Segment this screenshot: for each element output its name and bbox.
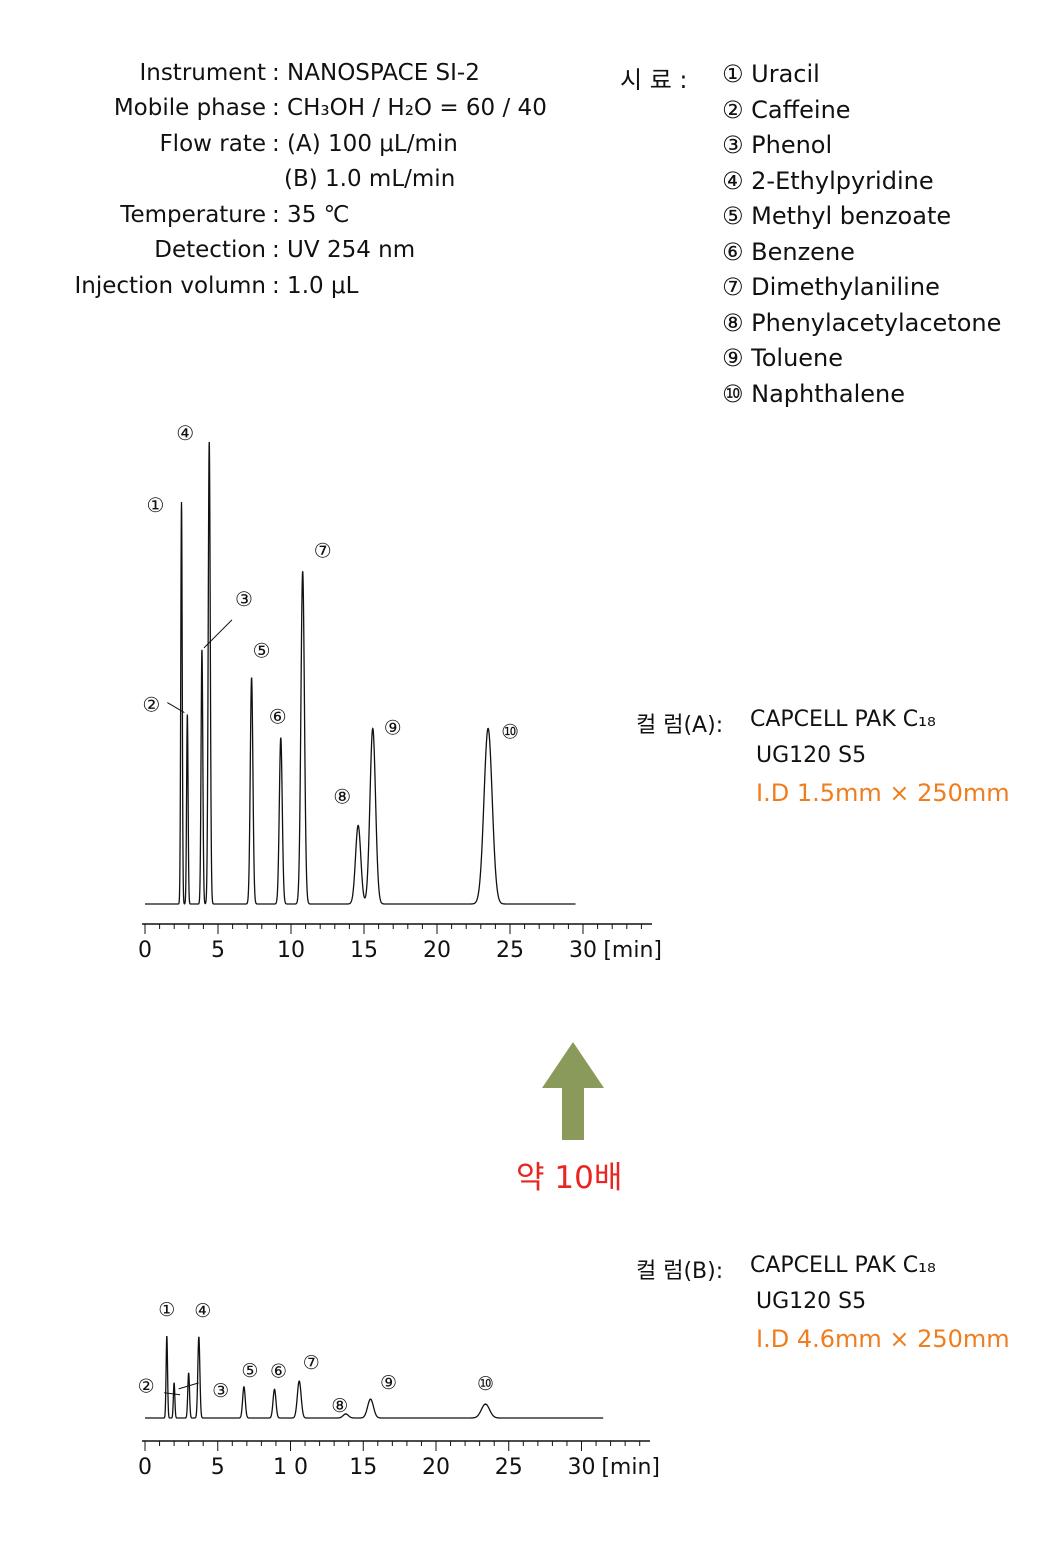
chromatogram-trace [145,441,576,905]
sample-item: ⑧ Phenylacetylacetone [722,309,1002,337]
condition-row: Mobile phase : CH₃OH / H₂O = 60 / 40 [0,95,580,127]
condition-value: (B) 1.0 mL/min [284,166,456,192]
peak-label-3: ③ [235,587,253,611]
condition-label: Detection [154,237,266,263]
chromatogram-trace [145,1335,604,1419]
peak-label-7: ⑦ [314,538,332,562]
x-tick-label: 5 [211,1455,225,1480]
peak-label-6: ⑥ [269,705,287,729]
column-b-name: CAPCELL PAK C₁₈ [750,1253,936,1278]
sample-item: ⑦ Dimethylaniline [722,273,940,301]
condition-value: : CH₃OH / H₂O = 60 / 40 [272,95,547,121]
peak-label-5: ⑤ [253,639,271,663]
condition-value: : UV 254 nm [272,237,416,263]
x-tick-label: 25 [496,938,524,963]
condition-value: : 35 ℃ [272,202,350,228]
chromatogram-a-trace-layer [145,441,576,905]
x-tick-label: 0 [138,1455,152,1480]
column-a-label: 컬 럼(A): [636,713,724,738]
peak-label-2: ② [138,1376,155,1398]
sample-item: ② Caffeine [722,96,851,124]
condition-label: Temperature [120,202,266,228]
up-arrow-icon [542,1042,604,1140]
x-tick-label: 15 [350,938,378,963]
peak-label-1: ① [158,1299,175,1321]
condition-label: Mobile phase [113,95,266,121]
peak-label-4: ④ [194,1300,211,1322]
samples-header: 시 료 : [620,66,688,94]
sample-item: ③ Phenol [722,131,833,159]
x-tick-label: 15 [349,1455,377,1480]
peak-label-7: ⑦ [303,1352,320,1374]
chromatogram-b-peak-labels: ① ② ③ ④ ⑤ ⑥ ⑦⑧ ⑨ ⑩ [138,1299,494,1417]
sample-item: ⑥ Benzene [722,238,855,266]
peak-leader-3 [203,619,233,649]
condition-row: Detection : UV 254 nm [0,237,580,269]
peak-label-9: ⑨ [380,1372,397,1394]
sample-item: ⑤ Methyl benzoate [722,202,952,230]
chromatogram-b-trace-layer [145,1335,604,1419]
condition-row: Temperature : 35 ℃ [0,202,580,234]
x-tick-label: 1 0 [273,1455,308,1480]
sample-item: ① Uracil [722,60,820,88]
column-a-grade: UG120 S5 [756,743,867,768]
scale-note: 약 10배 [516,1160,623,1196]
peak-label-1: ① [147,493,165,517]
condition-label: Injection volumn [74,273,266,299]
peak-label-4: ④ [176,421,194,445]
chromatogram-a-peak-labels: ① ② ③ ④ ⑤ ⑥ ⑦ ⑧ ⑨ ⑩ [142,421,519,808]
chromatogram-a: 0 5 10 15 20 25 30 [min] ① ② ③ ④ ⑤ ⑥ ⑦ ⑧ ⑨ ⑩ [138,421,662,963]
condition-row: Flow rate : (A) 100 μL/min [0,131,580,163]
condition-label: Instrument [139,60,266,86]
x-tick-label: 0 [138,938,152,963]
peak-leader-2 [164,1392,181,1396]
sample-item: ⑨ Toluene [722,344,844,372]
x-tick-label: 30 [568,1455,596,1480]
column-b-block: 컬 럼(B): CAPCELL PAK C₁₈ UG120 S5 I.D 4.6… [636,1253,1056,1363]
peak-label-5: ⑤ [241,1360,258,1382]
peak-label-9: ⑨ [384,715,402,739]
condition-row: Instrument : NANOSPACE SI-2 [0,60,580,92]
peak-label-10: ⑩ [477,1373,494,1395]
peak-label-6: ⑥ [270,1360,287,1382]
x-tick-label: 20 [422,1455,450,1480]
condition-label: Flow rate [159,131,266,157]
peak-leader-2 [167,702,185,714]
peak-label-2: ② [142,693,160,717]
condition-row: Injection volumn : 1.0 μL [0,273,580,305]
condition-row: (B) 1.0 mL/min [0,166,580,198]
column-a-block: 컬 럼(A): CAPCELL PAK C₁₈ UG120 S5 I.D 1.5… [636,707,1056,817]
column-b-dimension: I.D 4.6mm × 250mm [756,1325,1010,1353]
column-b-grade: UG120 S5 [756,1289,867,1314]
conditions-block: Instrument : NANOSPACE SI-2 Mobile phase… [0,60,580,320]
x-tick-label: 10 [277,938,305,963]
column-b-label: 컬 럼(B): [636,1259,724,1284]
peak-leader-3 [178,1382,199,1390]
x-axis-unit-label: [min] [603,938,662,963]
chromatogram-a-axis: 0 5 10 15 20 25 30 [min] [138,923,662,963]
x-tick-label: 30 [569,938,597,963]
condition-value: : (A) 100 μL/min [272,131,458,157]
peak-label-3: ③ [212,1380,229,1402]
sample-item: ④ 2-Ethylpyridine [722,167,934,195]
peak-label-10: ⑩ [501,719,519,743]
chromatogram-b: 0 5 1 0 15 20 25 30 [min] ① ② ③ ④ ⑤ ⑥ ⑦⑧ ⑨ ⑩ [138,1299,660,1480]
chromatogram-b-axis: 0 5 1 0 15 20 25 30 [min] [138,1440,660,1480]
x-tick-label: 25 [495,1455,523,1480]
sample-item: ⑩ Naphthalene [722,380,905,408]
x-tick-label: 5 [211,938,225,963]
condition-value: : 1.0 μL [272,273,359,299]
x-tick-label: 20 [423,938,451,963]
samples-block: 시 료 : ① Uracil ② Caffeine ③ Phenol ④ 2-E… [618,60,1058,420]
x-axis-unit-label: [min] [601,1455,660,1480]
peak-label-8: ⑧ [331,1395,348,1417]
peak-label-8: ⑧ [333,784,351,808]
column-a-dimension: I.D 1.5mm × 250mm [756,779,1010,807]
condition-value: : NANOSPACE SI-2 [272,60,480,86]
column-a-name: CAPCELL PAK C₁₈ [750,707,936,732]
